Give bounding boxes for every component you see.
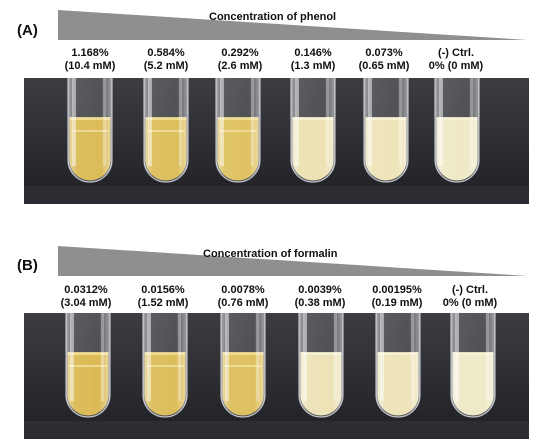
- concentration-percent: 0.146%: [294, 47, 332, 59]
- concentration-molar: (0.19 mM): [371, 297, 423, 309]
- concentration-label: 0.00195% (0.19 mM): [372, 284, 423, 310]
- test-tube: [220, 313, 266, 418]
- concentration-molar: (3.04 mM): [60, 297, 112, 309]
- concentration-label: 0.0156% (1.52 mM): [138, 284, 189, 310]
- test-tube: [450, 313, 496, 418]
- concentration-molar: (2.6 mM): [217, 60, 263, 72]
- concentration-molar: (0.38 mM): [294, 297, 346, 309]
- panel-b-concentration-wedge: [58, 246, 528, 276]
- bench-surface: [24, 186, 529, 204]
- concentration-label: 0.292% (2.6 mM): [218, 47, 263, 73]
- panel-a-concentration-labels: 1.168% (10.4 mM) 0.584% (5.2 mM) 0.292% (2.6 …: [0, 47, 550, 75]
- concentration-molar: (5.2 mM): [143, 60, 189, 72]
- concentration-label: 0.584% (5.2 mM): [144, 47, 189, 73]
- concentration-label: 0.0312% (3.04 mM): [61, 284, 112, 310]
- panel-b-title: Concentration of formalin: [203, 248, 338, 260]
- concentration-percent: 0.073%: [365, 47, 403, 59]
- panel-b-label: (B): [17, 257, 38, 274]
- concentration-percent: 0.292%: [221, 47, 259, 59]
- concentration-percent: 0.0078%: [221, 284, 265, 296]
- concentration-molar: (0.65 mM): [358, 60, 410, 72]
- concentration-molar: 0% (0 mM): [428, 60, 484, 72]
- bench-surface: [24, 421, 529, 439]
- concentration-molar: (1.3 mM): [290, 60, 336, 72]
- test-tube: [65, 313, 111, 418]
- concentration-percent: (-) Ctrl.: [437, 47, 475, 59]
- panel-a-wedge-shape: [58, 10, 528, 40]
- concentration-percent: 1.168%: [71, 47, 109, 59]
- concentration-label: 0.0039% (0.38 mM): [295, 284, 346, 310]
- concentration-label: 1.168% (10.4 mM): [65, 47, 116, 73]
- concentration-molar: (1.52 mM): [137, 297, 189, 309]
- panel-b-wedge-shape: [58, 246, 528, 276]
- test-tube: [67, 78, 113, 183]
- panel-a-photo: [24, 78, 529, 204]
- concentration-molar: (10.4 mM): [64, 60, 116, 72]
- concentration-percent: 0.584%: [147, 47, 185, 59]
- concentration-molar: 0% (0 mM): [442, 297, 498, 309]
- concentration-percent: 0.0156%: [141, 284, 185, 296]
- test-tube: [143, 78, 189, 183]
- concentration-percent: 0.0039%: [298, 284, 342, 296]
- concentration-label: 0.0078% (0.76 mM): [218, 284, 269, 310]
- panel-a-title: Concentration of phenol: [209, 11, 337, 23]
- concentration-percent: 0.00195%: [372, 284, 422, 296]
- test-tube: [290, 78, 336, 183]
- concentration-label: (-) Ctrl. 0% (0 mM): [443, 284, 497, 310]
- test-tube: [215, 78, 261, 183]
- concentration-percent: (-) Ctrl.: [451, 284, 489, 296]
- concentration-percent: 0.0312%: [64, 284, 108, 296]
- concentration-label: 0.146% (1.3 mM): [291, 47, 336, 73]
- concentration-molar: (0.76 mM): [217, 297, 269, 309]
- panel-b-photo: [24, 313, 529, 439]
- concentration-label: 0.073% (0.65 mM): [359, 47, 410, 73]
- test-tube: [363, 78, 409, 183]
- test-tube: [142, 313, 188, 418]
- panel-a-label: (A): [17, 22, 38, 39]
- panel-a-concentration-wedge: [58, 10, 528, 40]
- test-tube: [298, 313, 344, 418]
- concentration-label: (-) Ctrl. 0% (0 mM): [429, 47, 483, 73]
- test-tube: [375, 313, 421, 418]
- panel-b-concentration-labels: 0.0312% (3.04 mM) 0.0156% (1.52 mM) 0.0078%(…: [0, 284, 550, 312]
- test-tube: [434, 78, 480, 183]
